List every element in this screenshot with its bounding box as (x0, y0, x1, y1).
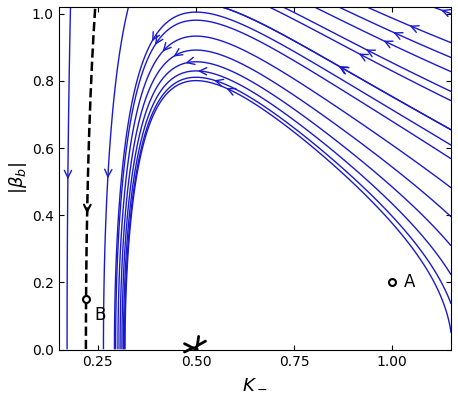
FancyArrowPatch shape (367, 50, 376, 57)
FancyArrowPatch shape (228, 89, 236, 95)
FancyArrowPatch shape (187, 57, 195, 64)
Text: A: A (404, 273, 415, 291)
FancyArrowPatch shape (395, 33, 403, 39)
FancyArrowPatch shape (164, 43, 171, 51)
X-axis label: $K_-$: $K_-$ (242, 374, 267, 392)
FancyArrowPatch shape (174, 49, 183, 56)
FancyArrowPatch shape (156, 36, 163, 43)
FancyArrowPatch shape (385, 41, 393, 48)
Text: B: B (94, 306, 105, 324)
FancyArrowPatch shape (216, 79, 224, 86)
FancyArrowPatch shape (105, 169, 112, 177)
FancyArrowPatch shape (199, 68, 207, 75)
FancyArrowPatch shape (442, 10, 451, 16)
FancyArrowPatch shape (340, 67, 348, 73)
Y-axis label: $|\beta_b|$: $|\beta_b|$ (7, 162, 29, 194)
FancyArrowPatch shape (153, 32, 159, 40)
FancyArrowPatch shape (341, 67, 349, 74)
FancyArrowPatch shape (64, 170, 71, 178)
FancyArrowPatch shape (411, 26, 419, 32)
FancyArrowPatch shape (360, 54, 368, 61)
